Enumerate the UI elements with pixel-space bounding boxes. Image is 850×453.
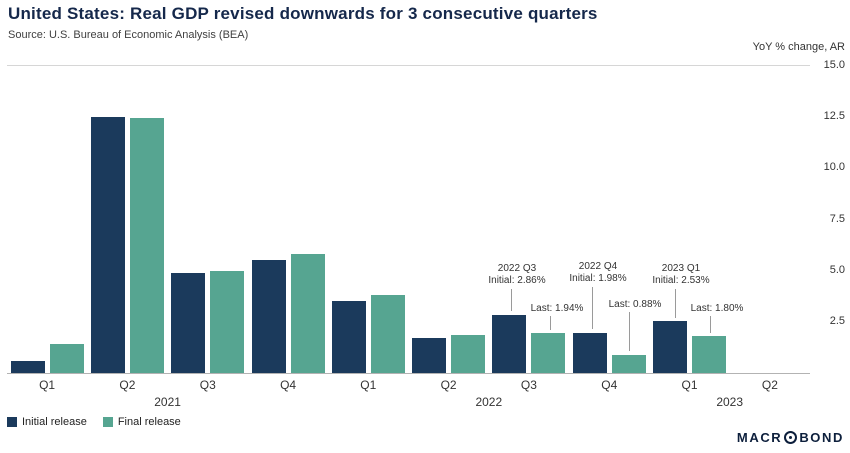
bar-initial-Q1-4 bbox=[331, 301, 366, 373]
bar-final-Q2-1 bbox=[129, 118, 164, 373]
x-axis-label: Q1 bbox=[681, 378, 698, 392]
bar-final-Q3-2 bbox=[210, 270, 245, 373]
logo-text-pre: MACR bbox=[736, 430, 783, 445]
bar-initial-Q1-8 bbox=[653, 321, 687, 373]
bar-initial-Q1-0 bbox=[10, 360, 45, 373]
bar-final-Q3-6 bbox=[531, 333, 566, 373]
x-axis-label: Q2 bbox=[119, 378, 136, 392]
legend-swatch bbox=[102, 417, 113, 427]
x-axis-label: Q1 bbox=[360, 378, 377, 392]
bar-final-Q1-0 bbox=[49, 344, 84, 373]
legend: Initial release Final release bbox=[7, 416, 181, 428]
logo-text-post: BOND bbox=[799, 430, 844, 445]
bar-final-Q4-7 bbox=[611, 355, 646, 373]
bar-final-Q4-3 bbox=[290, 254, 325, 373]
bar-final-Q1-4 bbox=[370, 295, 405, 373]
legend-label: Final release bbox=[117, 416, 181, 428]
macrobond-logo: MACR BOND bbox=[737, 430, 844, 445]
bar-initial-Q2-5 bbox=[412, 338, 447, 373]
legend-label: Initial release bbox=[22, 416, 87, 428]
x-axis-label: Q2 bbox=[440, 378, 457, 392]
x-axis-label: Q1 bbox=[39, 378, 56, 392]
x-axis-label: Q3 bbox=[520, 378, 537, 392]
bar-initial-Q3-2 bbox=[171, 272, 206, 373]
x-axis-label: Q4 bbox=[280, 378, 297, 392]
logo-circle-icon bbox=[784, 431, 798, 444]
plot-area bbox=[7, 65, 810, 374]
source-note: Source: U.S. Bureau of Economic Analysis… bbox=[8, 29, 249, 41]
bar-initial-Q2-1 bbox=[90, 117, 125, 373]
legend-item-final-release: Final release bbox=[102, 416, 181, 428]
bar-initial-Q4-7 bbox=[572, 332, 607, 373]
bar-final-Q1-8 bbox=[692, 336, 726, 373]
chart-title: United States: Real GDP revised downward… bbox=[8, 4, 598, 23]
x-axis-label: Q4 bbox=[601, 378, 618, 392]
y-axis-title: YoY % change, AR bbox=[752, 41, 845, 53]
year-label: 2023 bbox=[716, 395, 744, 409]
bar-initial-Q4-3 bbox=[251, 260, 286, 373]
legend-swatch bbox=[7, 417, 17, 427]
x-axis-label: Q3 bbox=[199, 378, 216, 392]
x-axis-label: Q2 bbox=[761, 378, 778, 392]
legend-item-initial-release: Initial release bbox=[7, 416, 87, 428]
bar-final-Q2-5 bbox=[451, 335, 486, 373]
bar-initial-Q3-6 bbox=[492, 314, 527, 373]
year-label: 2021 bbox=[154, 395, 181, 409]
year-label: 2022 bbox=[475, 395, 503, 409]
